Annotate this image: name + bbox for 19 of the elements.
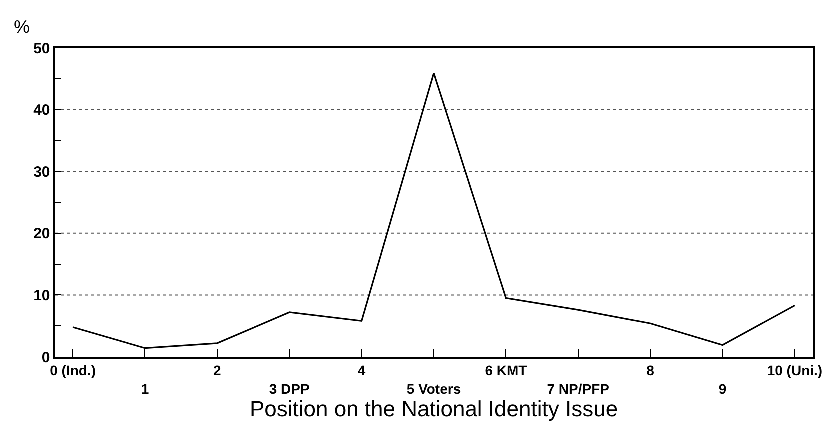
x-tick-label: 0 (Ind.) <box>50 362 96 379</box>
x-tick-label: 7 NP/PFP <box>547 380 610 397</box>
y-tick-label: 30 <box>34 164 50 181</box>
x-tick-label: 10 (Uni.) <box>767 362 823 379</box>
x-axis-title: Position on the National Identity Issue <box>250 396 618 422</box>
y-tick-label: 10 <box>34 287 50 304</box>
y-tick-label: 50 <box>34 40 50 58</box>
x-tick-label: 2 <box>214 362 222 379</box>
y-tick-label: 40 <box>34 102 50 120</box>
x-tick-label: 8 <box>646 362 655 379</box>
x-tick-label: 9 <box>718 380 727 397</box>
x-tick-label: 5 Voters <box>406 380 462 397</box>
x-tick-label: 3 DPP <box>269 380 310 397</box>
x-tick-label: 1 <box>141 380 150 397</box>
y-tick-label: 20 <box>34 226 50 243</box>
x-tick-label: 4 <box>358 362 366 379</box>
y-tick-label: 0 <box>42 349 50 366</box>
y-axis-title: % <box>14 17 30 37</box>
x-tick-label: 6 KMT <box>485 362 528 379</box>
